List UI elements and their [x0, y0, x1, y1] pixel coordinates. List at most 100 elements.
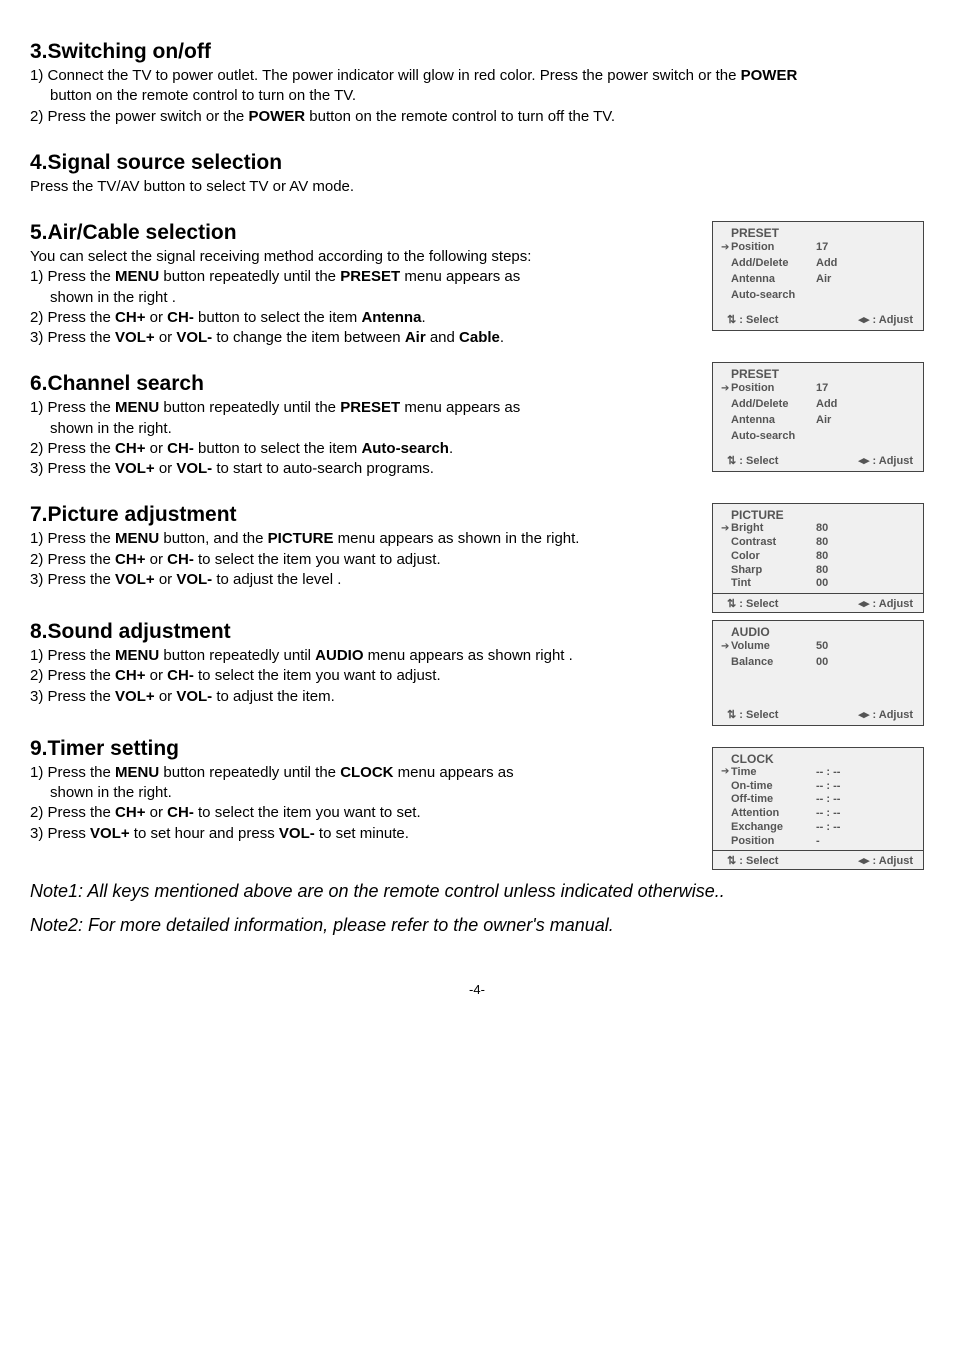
page-number: -4- — [30, 982, 924, 997]
s8-line3: 3) Press the VOL+ or VOL- to adjust the … — [30, 687, 650, 707]
menu-row: Attention-- : -- — [721, 807, 915, 821]
menu-item-value: Add — [816, 256, 837, 272]
menu-item-label: On-time — [731, 780, 816, 794]
menu-item-value: 00 — [816, 577, 828, 591]
s9-line3: 3) Press VOL+ to set hour and press VOL-… — [30, 824, 650, 844]
menu-row: Position- — [721, 835, 915, 849]
menu-item-label: Position — [731, 381, 816, 397]
clock-title: CLOCK — [721, 752, 915, 766]
heading-8: 8.Sound adjustment — [30, 620, 650, 644]
menu-item-label: Tint — [731, 577, 816, 591]
preset2-adjust: ◂▸ : Adjust — [858, 454, 913, 467]
arrow-icon: ➔ — [721, 523, 731, 536]
menu-item-value: 00 — [816, 655, 828, 671]
arrow-icon: ➔ — [721, 241, 731, 256]
menu-item-label: Bright — [731, 522, 816, 536]
menu-item-value: -- : -- — [816, 766, 840, 780]
s8-line1: 1) Press the MENU button repeatedly unti… — [30, 646, 650, 666]
arrow-icon: ➔ — [721, 766, 731, 779]
menu-item-value: -- : -- — [816, 780, 840, 794]
menu-row: Off-time-- : -- — [721, 793, 915, 807]
menu-item-value: Air — [816, 272, 831, 288]
menu-item-value: 17 — [816, 381, 828, 397]
s7-line3: 3) Press the VOL+ or VOL- to adjust the … — [30, 570, 650, 590]
arrow-icon: ➔ — [721, 640, 731, 655]
section-4-signal: 4.Signal source selection Press the TV/A… — [30, 151, 924, 197]
menu-item-label: Exchange — [731, 821, 816, 835]
section-8-sound: 8.Sound adjustment 1) Press the MENU but… — [30, 620, 924, 707]
s7-line2: 2) Press the CH+ or CH- to select the it… — [30, 550, 650, 570]
menu-item-value: -- : -- — [816, 793, 840, 807]
picture-title: PICTURE — [721, 508, 915, 522]
s7-line1: 1) Press the MENU button, and the PICTUR… — [30, 529, 650, 549]
menu-item-label: Attention — [731, 807, 816, 821]
s3-line2: 2) Press the power switch or the POWER b… — [30, 107, 924, 127]
s5-line3: 3) Press the VOL+ or VOL- to change the … — [30, 328, 650, 348]
menu-item-value: 50 — [816, 639, 828, 655]
audio-adjust: ◂▸ : Adjust — [858, 708, 913, 721]
note-1: Note1: All keys mentioned above are on t… — [30, 874, 924, 908]
section-9-timer: 9.Timer setting 1) Press the MENU button… — [30, 737, 924, 844]
menu-row: AntennaAir — [721, 413, 915, 429]
picture-adjust: ◂▸ : Adjust — [858, 597, 913, 610]
menu-item-label: Balance — [731, 655, 816, 671]
section-7-picture: 7.Picture adjustment 1) Press the MENU b… — [30, 503, 924, 590]
menu-item-label: Volume — [731, 639, 816, 655]
audio-title: AUDIO — [721, 625, 915, 639]
preset-adjust: ◂▸ : Adjust — [858, 313, 913, 326]
menu-item-value: 80 — [816, 550, 828, 564]
s5-line1f: shown in the right . — [30, 288, 650, 308]
menu-item-value: - — [816, 835, 820, 849]
s4-line1: Press the TV/AV button to select TV or A… — [30, 177, 924, 197]
preset-menu-2: PRESET ➔Position17Add/DeleteAddAntennaAi… — [712, 362, 924, 472]
s8-line2: 2) Press the CH+ or CH- to select the it… — [30, 666, 650, 686]
s5-line2: 2) Press the CH+ or CH- button to select… — [30, 308, 650, 328]
menu-item-value: Air — [816, 413, 831, 429]
section-5-air-cable: 5.Air/Cable selection You can select the… — [30, 221, 924, 348]
menu-item-label: Add/Delete — [731, 397, 816, 413]
preset2-title: PRESET — [721, 367, 915, 381]
section-3-switching: 3.Switching on/off 1) Connect the TV to … — [30, 40, 924, 127]
audio-select: ⇅ : Select — [727, 708, 778, 721]
s3-line1: 1) Connect the TV to power outlet. The p… — [30, 66, 924, 86]
heading-5: 5.Air/Cable selection — [30, 221, 650, 245]
menu-row: ➔Position17 — [721, 381, 915, 397]
menu-row: Tint00 — [721, 577, 915, 591]
menu-row: Auto-search — [721, 429, 915, 445]
menu-item-label: Contrast — [731, 536, 816, 550]
menu-item-value: 80 — [816, 536, 828, 550]
heading-9: 9.Timer setting — [30, 737, 650, 761]
clock-menu: CLOCK ➔Time-- : --On-time-- : --Off-time… — [712, 747, 924, 871]
picture-select: ⇅ : Select — [727, 597, 778, 610]
menu-row: Balance00 — [721, 655, 915, 671]
notes: Note1: All keys mentioned above are on t… — [30, 874, 924, 942]
s9-line2: 2) Press the CH+ or CH- to select the it… — [30, 803, 650, 823]
menu-item-label: Off-time — [731, 793, 816, 807]
menu-row: ➔Volume50 — [721, 639, 915, 655]
menu-row: AntennaAir — [721, 272, 915, 288]
s5-line0: You can select the signal receiving meth… — [30, 247, 650, 267]
heading-3: 3.Switching on/off — [30, 40, 924, 64]
s5-line1: 1) Press the MENU button repeatedly unti… — [30, 267, 650, 287]
menu-row: ➔Bright80 — [721, 522, 915, 536]
note-2: Note2: For more detailed information, pl… — [30, 908, 924, 942]
menu-item-label: Position — [731, 835, 816, 849]
menu-item-label: Sharp — [731, 564, 816, 578]
arrow-icon: ➔ — [721, 382, 731, 397]
section-6-channel-search: 6.Channel search 1) Press the MENU butto… — [30, 372, 924, 479]
menu-item-value: 80 — [816, 564, 828, 578]
menu-item-label: Time — [731, 766, 816, 780]
preset-menu-1: PRESET ➔Position17Add/DeleteAddAntennaAi… — [712, 221, 924, 331]
audio-menu: AUDIO ➔Volume50Balance00 ⇅ : Select ◂▸ :… — [712, 620, 924, 726]
menu-row: Contrast80 — [721, 536, 915, 550]
preset-select: ⇅ : Select — [727, 313, 778, 326]
menu-item-value: -- : -- — [816, 821, 840, 835]
s3-line1-cont: button on the remote control to turn on … — [30, 86, 924, 106]
menu-row: Auto-search — [721, 288, 915, 304]
menu-row: On-time-- : -- — [721, 780, 915, 794]
s9-line1: 1) Press the MENU button repeatedly unti… — [30, 763, 650, 783]
menu-item-value: Add — [816, 397, 837, 413]
menu-item-label: Auto-search — [731, 429, 816, 445]
menu-row: Color80 — [721, 550, 915, 564]
s6-line2: 2) Press the CH+ or CH- button to select… — [30, 439, 650, 459]
